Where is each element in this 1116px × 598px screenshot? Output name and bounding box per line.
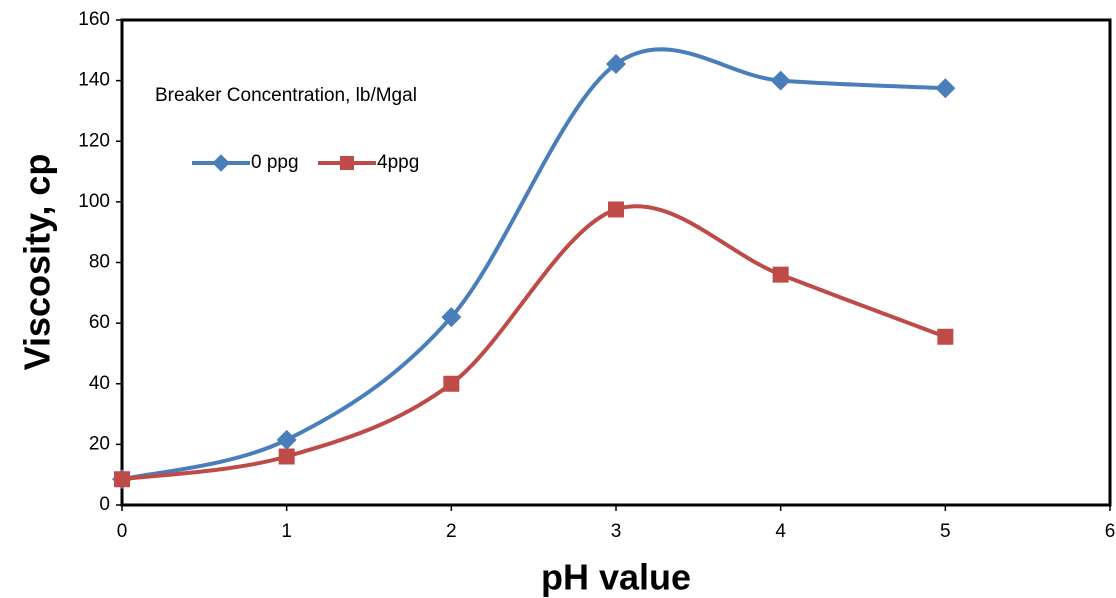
marker	[935, 78, 956, 99]
x-tick-label: 6	[1105, 521, 1116, 542]
marker	[937, 328, 954, 345]
x-tick-label: 5	[940, 521, 951, 542]
y-tick-label: 20	[89, 433, 110, 454]
legend-title: Breaker Concentration, lb/Mgal	[155, 85, 417, 106]
y-tick-label: 0	[99, 494, 110, 515]
x-tick-label: 2	[446, 521, 457, 542]
marker	[441, 307, 462, 328]
marker	[276, 429, 297, 450]
marker	[608, 201, 624, 218]
marker	[606, 53, 626, 74]
legend-marker	[340, 156, 354, 170]
marker	[770, 70, 791, 91]
y-tick-label: 120	[78, 130, 110, 151]
x-tick-label: 0	[117, 521, 128, 542]
legend-label: 0 ppg	[251, 152, 299, 173]
marker	[278, 448, 295, 465]
legend-label: 4ppg	[377, 152, 419, 173]
y-tick-label: 100	[78, 191, 110, 212]
marker	[772, 266, 789, 283]
y-tick-label: 80	[89, 252, 110, 273]
x-tick-label: 1	[281, 521, 292, 542]
marker	[443, 375, 460, 392]
x-axis-title: pH value	[541, 557, 691, 598]
y-tick-label: 160	[78, 9, 110, 30]
plot-border	[120, 18, 1112, 507]
marker	[114, 471, 130, 488]
y-tick-label: 60	[89, 312, 110, 333]
x-tick-label: 3	[611, 521, 622, 542]
y-axis-title: Viscosity, cp	[17, 154, 58, 371]
x-tick-label: 4	[775, 521, 786, 542]
y-tick-label: 140	[78, 70, 110, 91]
legend-marker	[212, 154, 230, 172]
y-tick-label: 40	[89, 373, 110, 394]
